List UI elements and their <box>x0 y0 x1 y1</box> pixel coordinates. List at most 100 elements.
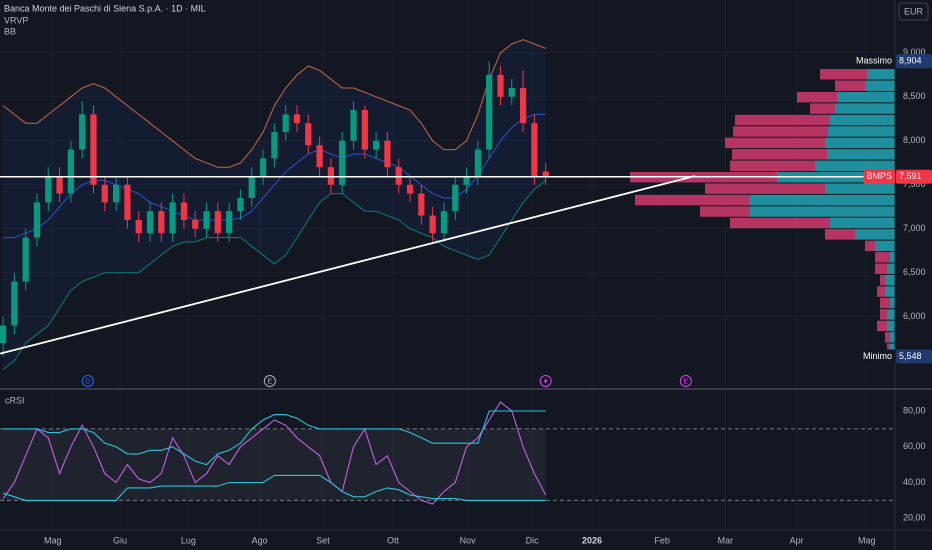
volume-up <box>835 103 895 114</box>
price-label-value: 5,548 <box>899 351 922 361</box>
indicator-label: VRVP <box>4 15 28 25</box>
price-label-box <box>896 349 932 364</box>
band-line <box>2 180 547 370</box>
candle-body <box>22 237 29 282</box>
volume-up <box>825 137 895 149</box>
price-label-name: Massimo <box>856 56 892 66</box>
volume-down <box>880 274 885 286</box>
volume-down <box>705 183 825 194</box>
event-marker <box>263 375 276 387</box>
candle-body <box>282 114 289 132</box>
x-tick-label: Ago <box>252 535 268 545</box>
volume-up <box>890 332 895 343</box>
price-label-name: BMPS <box>866 171 892 181</box>
band-fill <box>3 39 546 370</box>
candle-body <box>293 114 301 124</box>
candle-body <box>519 87 527 124</box>
volume-up <box>865 80 895 91</box>
volume-down <box>865 240 875 252</box>
currency[interactable]: EUR <box>904 6 924 16</box>
volume-up <box>828 126 895 137</box>
volume-up <box>885 274 895 286</box>
volume-up <box>750 194 895 206</box>
band-line <box>2 39 546 168</box>
price-label-box <box>896 54 932 69</box>
price-label-box <box>896 169 932 184</box>
volume-down <box>725 137 825 149</box>
candle-body <box>452 184 459 212</box>
x-tick-label: Ott <box>387 535 400 545</box>
candle-body <box>112 184 120 203</box>
candle-body <box>237 197 244 212</box>
indicator-line <box>2 474 546 501</box>
candle-body <box>146 211 154 234</box>
y-tick-label: 7,500 <box>903 179 926 189</box>
volume-up <box>830 114 895 126</box>
volume-down <box>732 149 827 160</box>
candle-body <box>316 145 323 168</box>
volume-up <box>890 252 895 263</box>
candle-body <box>508 87 515 97</box>
candle-body <box>259 158 267 176</box>
candle-body <box>203 211 210 229</box>
volume-up <box>750 206 895 217</box>
volume-down <box>730 160 815 172</box>
x-tick-label: Giu <box>113 535 127 545</box>
volume-up <box>885 286 895 297</box>
y-tick-label: 7,000 <box>903 223 926 233</box>
volume-up <box>855 229 895 240</box>
volume-up <box>815 160 895 172</box>
volume-down <box>635 194 750 206</box>
event-label: E <box>684 378 689 385</box>
volume-down <box>885 332 890 343</box>
event-marker <box>679 375 692 387</box>
volume-down <box>877 320 887 332</box>
price-label-name-box <box>852 54 895 69</box>
volume-down <box>797 91 837 103</box>
x-tick-label: Mag <box>858 535 876 545</box>
event-label: E <box>268 378 273 385</box>
x-tick-label: Feb <box>654 535 670 545</box>
candle-body <box>45 175 52 203</box>
volume-down <box>887 343 890 355</box>
y-tick-label: 8,000 <box>903 135 926 145</box>
candle-body <box>486 74 493 150</box>
volume-down <box>820 69 867 80</box>
y-tick-label: 40,00 <box>903 477 926 487</box>
candle-body <box>531 123 538 176</box>
price-label-value: 8,904 <box>899 56 922 66</box>
volume-up <box>890 297 895 309</box>
volume-down <box>735 114 830 126</box>
volume-down <box>730 217 830 229</box>
candle-body <box>192 219 199 229</box>
y-tick-label: 8,500 <box>903 91 926 101</box>
candle-body <box>169 202 176 234</box>
candle-body <box>0 325 7 344</box>
candle-body <box>406 184 414 194</box>
x-tick-label: Nov <box>460 535 477 545</box>
x-tick-label: Lug <box>181 535 196 545</box>
candle-body <box>418 193 425 216</box>
volume-up <box>825 183 895 194</box>
level-band <box>0 428 546 501</box>
candle-body <box>124 184 131 220</box>
volume-up <box>887 263 895 274</box>
event-marker <box>81 375 94 387</box>
volume-up <box>887 320 895 332</box>
indicator-label: BB <box>4 26 16 36</box>
candle-body <box>11 281 18 326</box>
event-icon <box>543 377 548 385</box>
candle-body <box>440 211 448 234</box>
candle-body <box>33 202 41 238</box>
axes: Mag Giu Lug Ago Set Ott Nov Dic 2026 Feb Mar Apr Mag… <box>44 47 932 545</box>
currency-box[interactable] <box>898 2 929 21</box>
candle-body <box>214 211 221 234</box>
volume-down <box>877 286 885 297</box>
volume-down <box>880 297 890 309</box>
price-label-value: 7,591 <box>899 171 922 181</box>
volume-down <box>733 126 828 137</box>
price-label-name: Minimo <box>863 351 892 361</box>
candle-body <box>542 171 549 177</box>
